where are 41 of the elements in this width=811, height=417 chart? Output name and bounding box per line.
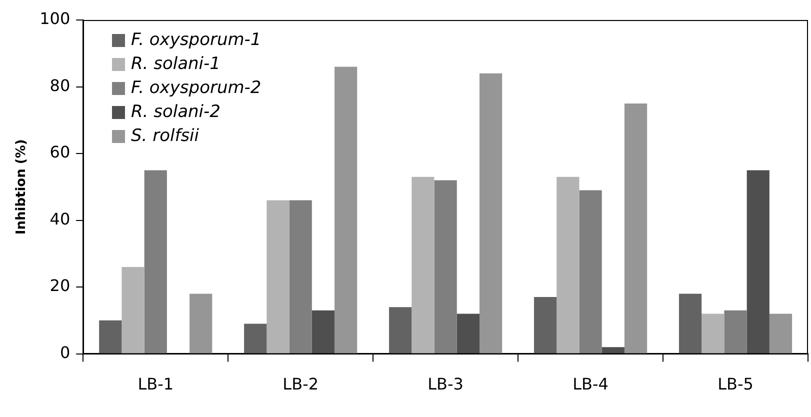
bar bbox=[702, 314, 724, 354]
bar bbox=[746, 170, 770, 354]
bar bbox=[579, 190, 602, 354]
bar bbox=[534, 297, 557, 354]
y-tick-label: 20 bbox=[50, 276, 70, 296]
y-tick-label: 40 bbox=[50, 209, 70, 228]
y-tick-label: 80 bbox=[50, 76, 70, 95]
y-tick-label: 100 bbox=[40, 9, 70, 28]
legend-label: R. solani-2 bbox=[130, 101, 222, 124]
bar bbox=[624, 103, 648, 354]
bar bbox=[289, 200, 312, 354]
legend-label: F. oxysporum-2 bbox=[130, 77, 262, 100]
legend-label: R. solani-1 bbox=[130, 53, 222, 76]
x-tick-label: LB-2 bbox=[282, 374, 319, 394]
bar bbox=[99, 320, 122, 354]
bar bbox=[602, 347, 624, 354]
y-tick-label: 0 bbox=[60, 342, 70, 362]
bar bbox=[479, 73, 502, 354]
legend-label: S. rolfsii bbox=[130, 125, 200, 148]
y-tick-label: 60 bbox=[50, 142, 70, 162]
bar bbox=[122, 267, 144, 354]
bar bbox=[334, 66, 358, 354]
bar bbox=[724, 310, 747, 354]
legend-label: F. oxysporum-1 bbox=[130, 29, 262, 52]
bar bbox=[412, 176, 434, 354]
x-tick-label: LB-3 bbox=[428, 374, 464, 394]
bar bbox=[244, 324, 267, 354]
x-tick-label: LB-4 bbox=[572, 374, 608, 394]
bar bbox=[312, 310, 335, 354]
bar bbox=[769, 314, 792, 354]
bar bbox=[266, 200, 290, 354]
bar bbox=[556, 176, 580, 354]
bar bbox=[144, 170, 167, 354]
y-axis-title: Inhibtion (%) bbox=[14, 139, 30, 235]
x-tick-label: LB-1 bbox=[138, 374, 174, 394]
bar bbox=[678, 294, 702, 354]
bar bbox=[456, 314, 480, 354]
bar bbox=[389, 307, 412, 354]
bar bbox=[434, 180, 457, 354]
x-tick-label: LB-5 bbox=[718, 374, 754, 394]
bar bbox=[190, 294, 212, 354]
